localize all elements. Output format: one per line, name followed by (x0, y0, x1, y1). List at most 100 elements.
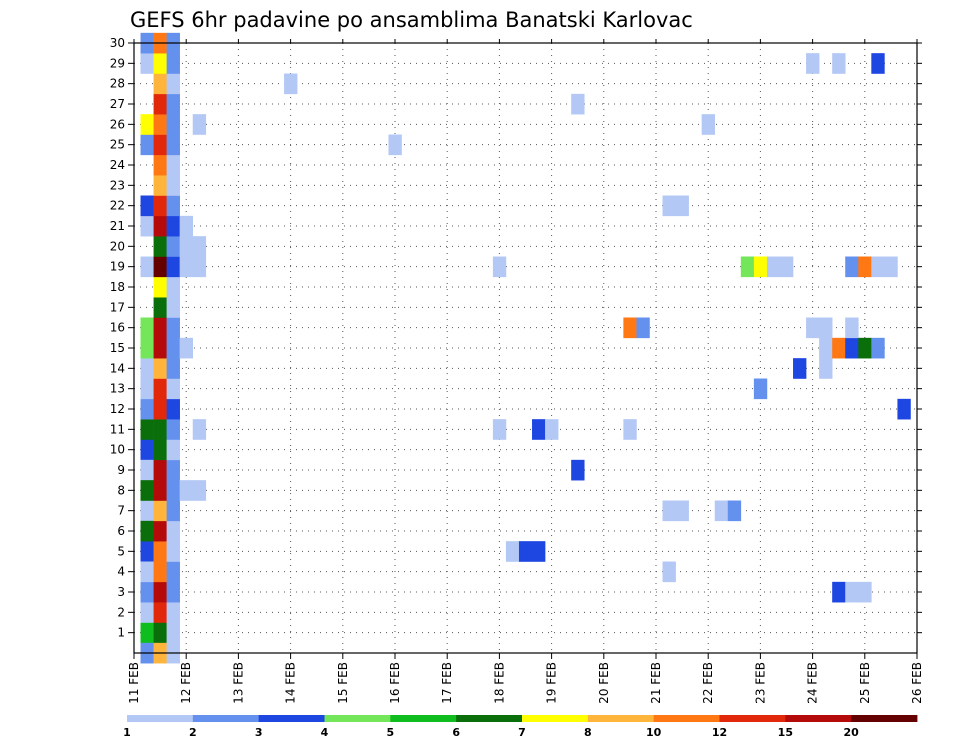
heatmap-cell (140, 419, 154, 440)
colorbar-swatch (719, 715, 786, 722)
colorbar-swatch (653, 715, 720, 722)
heatmap-cell (166, 581, 180, 603)
heatmap-cell (153, 561, 167, 583)
heatmap-cell (505, 541, 520, 562)
heatmap-cell (166, 419, 180, 440)
colorbar-swatch (324, 715, 391, 722)
heatmap-cell (832, 53, 846, 74)
heatmap-cell (153, 114, 167, 135)
colorbar-label: 5 (387, 726, 395, 739)
heatmap-cell (140, 215, 154, 237)
heatmap-cell (518, 541, 533, 562)
heatmap-cell (166, 154, 180, 176)
heatmap-cell (858, 581, 872, 603)
heatmap-cell (166, 93, 180, 115)
x-axis: 11 FEB 12 FEB 13 FEB 14 FEB 15 FEB 16 FEB 17 F… (127, 39, 924, 704)
heatmap-cell (766, 256, 781, 278)
colorbar-label: 2 (189, 726, 197, 739)
heatmap-cell (140, 520, 154, 542)
data-cells (140, 32, 911, 664)
colorbar-label: 20 (844, 726, 860, 739)
heatmap-cell (675, 195, 689, 217)
heatmap-cell (492, 256, 507, 278)
y-tick-label: 18 (110, 280, 125, 294)
x-tick-label: 20 FEB (597, 662, 611, 704)
heatmap-cell (153, 439, 167, 461)
heatmap-cell (140, 378, 154, 400)
heatmap-cell (727, 500, 742, 522)
heatmap-cell (845, 337, 859, 359)
heatmap-cell (140, 53, 154, 74)
y-tick-label: 2 (117, 605, 125, 619)
y-tick-label: 26 (110, 117, 125, 131)
heatmap-cell (153, 602, 167, 623)
x-tick-label: 14 FEB (284, 662, 298, 704)
heatmap-cell (140, 500, 154, 522)
colorbar-label: 10 (646, 726, 662, 739)
y-tick-label: 29 (110, 56, 125, 70)
heatmap-cell (153, 53, 167, 74)
y-tick-label: 13 (110, 382, 125, 396)
heatmap-cell (140, 114, 154, 135)
x-tick-label: 11 FEB (127, 662, 141, 704)
heatmap-cell (571, 459, 585, 481)
colorbar-label: 7 (518, 726, 526, 739)
heatmap-cell (140, 439, 154, 461)
heatmap-cell (166, 561, 180, 583)
y-axis: 1234567891011121314151617181920212223242… (110, 36, 922, 640)
heatmap-cell (806, 317, 820, 339)
y-tick-label: 22 (110, 199, 125, 213)
colorbar-label: 4 (321, 726, 329, 739)
heatmap-cell (153, 419, 167, 440)
heatmap-cell (166, 602, 180, 623)
heatmap-cell (166, 256, 180, 278)
heatmap-cell (179, 337, 194, 359)
heatmap-cell (153, 256, 167, 278)
colorbar-swatch (587, 715, 655, 722)
colorbar-label: 6 (452, 726, 460, 739)
heatmap-cell (140, 256, 154, 278)
heatmap-cell (140, 134, 154, 156)
heatmap-cell (858, 256, 872, 278)
heatmap-cell (166, 337, 180, 359)
heatmap-cell (153, 175, 167, 196)
heatmap-cell (492, 419, 507, 440)
colorbar-label: 12 (712, 726, 727, 739)
heatmap-cell (153, 520, 167, 542)
heatmap-cell (166, 520, 180, 542)
y-tick-label: 25 (110, 138, 125, 152)
heatmap-cell (166, 378, 180, 400)
heatmap-cell (819, 358, 833, 379)
heatmap-cell (153, 236, 167, 257)
x-tick-label: 19 FEB (545, 662, 559, 704)
x-tick-label: 23 FEB (753, 662, 767, 704)
heatmap-cell (140, 459, 154, 481)
y-tick-label: 5 (117, 544, 125, 558)
heatmap-cell (179, 256, 194, 278)
heatmap-cell (153, 622, 167, 644)
heatmap-cell (153, 378, 167, 400)
heatmap-cell (714, 500, 729, 522)
heatmap-cell (871, 53, 885, 74)
y-tick-label: 9 (117, 463, 125, 477)
colorbar-legend: 1 2 3 4 5 6 7 8 10 12 15 20 (123, 715, 918, 739)
heatmap-cell (545, 419, 559, 440)
heatmap-cell (166, 236, 180, 257)
y-tick-label: 7 (117, 504, 125, 518)
heatmap-cell (897, 398, 911, 420)
colorbar-swatch (456, 715, 523, 722)
heatmap-cell (166, 459, 180, 481)
y-tick-label: 28 (110, 77, 125, 91)
heatmap-cell (140, 337, 154, 359)
x-tick-label: 16 FEB (388, 662, 402, 704)
heatmap-cell (701, 114, 716, 135)
heatmap-cell (832, 581, 846, 603)
heatmap-cell (571, 93, 585, 115)
y-tick-label: 10 (110, 443, 125, 457)
heatmap-cell (166, 276, 180, 298)
heatmap-cell (153, 581, 167, 603)
heatmap-cell (740, 256, 755, 278)
heatmap-cell (793, 358, 807, 379)
heatmap-cell (153, 154, 167, 176)
heatmap-cell (845, 317, 859, 339)
